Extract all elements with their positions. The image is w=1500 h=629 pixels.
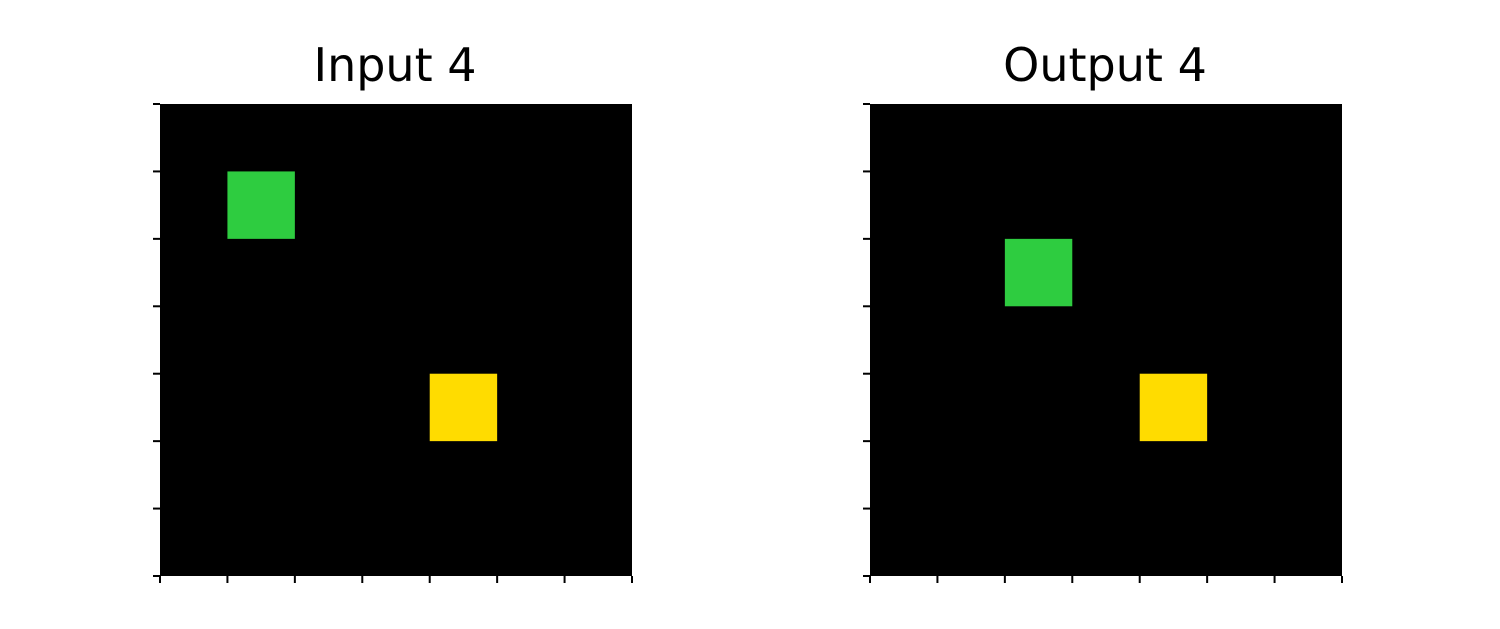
output-title: Output 4	[1003, 38, 1207, 92]
green-cell	[1004, 238, 1073, 307]
output-panel: Output 4	[755, 0, 1455, 629]
grid-background	[870, 104, 1342, 576]
green-cell	[227, 171, 295, 239]
yellow-cell	[1139, 373, 1208, 442]
yellow-cell	[429, 373, 498, 442]
input-panel: Input 4	[45, 0, 745, 629]
output-grid	[863, 103, 1343, 583]
input-grid	[153, 103, 633, 583]
input-title: Input 4	[313, 38, 477, 92]
